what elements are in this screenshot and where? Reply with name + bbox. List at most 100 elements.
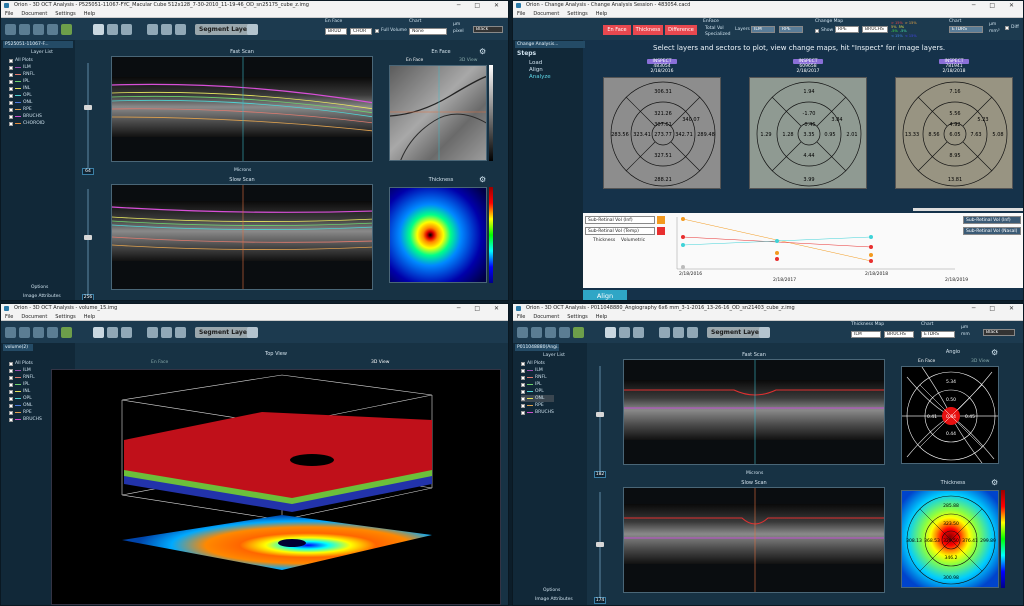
menu-file[interactable]: File	[5, 314, 14, 320]
3d-volume-view[interactable]	[51, 369, 501, 605]
layer-row[interactable]: RNFL	[9, 374, 42, 381]
thickness-map[interactable]: 329.50 376.41 368.53 323.50 346.2 285.88…	[901, 490, 999, 588]
enface-layer-select-a[interactable]: BRUD	[325, 28, 347, 35]
rotate-icon[interactable]	[121, 24, 132, 35]
layer-row[interactable]: RPE	[521, 402, 554, 409]
text-tool-icon[interactable]	[673, 327, 684, 338]
text-tool-icon[interactable]	[161, 327, 172, 338]
pan-hand-icon[interactable]	[619, 327, 630, 338]
menu-settings[interactable]: Settings	[55, 11, 76, 17]
difference-button[interactable]: Difference	[665, 25, 697, 35]
thickness-button[interactable]: Thickness	[633, 25, 663, 35]
layer-row[interactable]: IPL	[521, 381, 554, 388]
fast-scan-slider[interactable]: 182	[593, 360, 607, 478]
open-file-icon[interactable]	[5, 327, 16, 338]
pointer-icon[interactable]	[605, 327, 616, 338]
slow-scan-slice-value[interactable]: 174	[594, 597, 606, 604]
specialized-radio[interactable]: Specialized	[705, 32, 731, 37]
full-volume-checkbox[interactable]	[375, 29, 379, 33]
menu-document[interactable]: Document	[21, 314, 48, 320]
menu-document[interactable]: Document	[21, 11, 48, 17]
open-file-icon[interactable]	[517, 327, 528, 338]
chart-icon[interactable]	[61, 327, 72, 338]
unit-um-radio[interactable]: µm	[961, 325, 969, 330]
layer-row[interactable]: RNFL	[9, 71, 45, 78]
gear-icon[interactable]: ⚙	[991, 348, 999, 357]
enface-button[interactable]: En Face	[603, 25, 631, 35]
layer-row[interactable]: ONL	[9, 402, 42, 409]
layer-row[interactable]: IPL	[9, 78, 45, 85]
chart-select[interactable]: ETDRS	[949, 26, 983, 33]
layer-row[interactable]: RPE	[9, 106, 45, 113]
etdrs-change-map[interactable]: 6.05 7.63 8.56 5.56 8.95 5.08 13.33 7.16 13.81 5.…	[895, 77, 1013, 189]
unit-mm-radio[interactable]: mm	[961, 332, 970, 337]
unit-mm-radio[interactable]: mm³	[989, 29, 1000, 34]
export-icon[interactable]	[545, 327, 556, 338]
layers-icon[interactable]	[47, 24, 58, 35]
menu-help[interactable]: Help	[595, 11, 608, 17]
image-attributes-link[interactable]: Image Attributes	[23, 294, 61, 299]
volumetric-radio[interactable]: Volumetric	[621, 238, 646, 243]
menu-document[interactable]: Document	[533, 314, 560, 320]
inspect-button[interactable]: INSPECT	[939, 59, 969, 64]
total-vol-radio[interactable]: Total Vol	[705, 26, 724, 31]
pointer-icon[interactable]	[93, 24, 104, 35]
gear-icon[interactable]: ⚙	[991, 478, 999, 487]
slow-scan-slider[interactable]: 174	[593, 486, 607, 604]
color-swatch[interactable]	[657, 227, 665, 235]
chart-select[interactable]: None	[409, 28, 447, 35]
layers-icon[interactable]	[47, 327, 58, 338]
metric-right-b[interactable]: Sub-Retinal Vol (Nasal)	[963, 227, 1021, 235]
layer-row[interactable]: RPE	[9, 409, 42, 416]
chart-icon[interactable]	[573, 327, 584, 338]
layer-row[interactable]: INL	[9, 85, 45, 92]
measure-icon[interactable]	[659, 327, 670, 338]
3d-view-tab[interactable]: 3D View	[459, 58, 478, 63]
lasso-icon[interactable]	[687, 327, 698, 338]
fast-scan-slice-value[interactable]: 64	[82, 168, 94, 175]
enface-tab[interactable]: En Face	[406, 58, 424, 63]
enface-layer-select-b[interactable]: CHOR	[350, 28, 372, 35]
lasso-icon[interactable]	[175, 327, 186, 338]
options-link[interactable]: Options	[31, 285, 49, 290]
layer-row[interactable]: ONL	[521, 395, 554, 402]
slow-scan-bscan[interactable]	[111, 184, 373, 290]
rotate-icon[interactable]	[121, 327, 132, 338]
enface-image[interactable]	[389, 65, 487, 161]
layer-row[interactable]: ILM	[521, 367, 554, 374]
slow-scan-slider[interactable]: 256	[81, 183, 95, 300]
3d-view-tab[interactable]: 3D View	[371, 360, 390, 365]
measure-icon[interactable]	[147, 24, 158, 35]
patient-tab[interactable]: P525051-11067-F...	[3, 41, 73, 48]
menu-help[interactable]: Help	[595, 314, 608, 320]
menu-settings[interactable]: Settings	[567, 11, 588, 17]
menu-document[interactable]: Document	[533, 11, 560, 17]
open-file-icon[interactable]	[5, 24, 16, 35]
enface-tab[interactable]: En Face	[918, 359, 936, 364]
thickness-map[interactable]	[389, 187, 487, 283]
menu-settings[interactable]: Settings	[567, 314, 588, 320]
step-align[interactable]: Align	[529, 67, 543, 73]
layer-row[interactable]: OPL	[9, 92, 45, 99]
background-black-select[interactable]: Black	[983, 329, 1015, 336]
window-controls[interactable]: ─ □ ✕	[456, 2, 505, 9]
segment-layers-button[interactable]: Segment Layers	[707, 327, 770, 338]
scrubber[interactable]	[913, 208, 1023, 211]
menu-file[interactable]: File	[517, 314, 526, 320]
unit-um-radio[interactable]: µm	[989, 22, 997, 27]
3d-view-tab[interactable]: 3D View	[971, 359, 990, 364]
menu-file[interactable]: File	[517, 11, 526, 17]
layer-row[interactable]: ILM	[9, 367, 42, 374]
menu-settings[interactable]: Settings	[55, 314, 76, 320]
unit-pixel-radio[interactable]: pixel	[453, 29, 464, 34]
export-icon[interactable]	[33, 24, 44, 35]
segment-layers-button[interactable]: Segment Layers	[195, 24, 258, 35]
metric-right-a[interactable]: Sub-Retinal Vol (Inf)	[963, 216, 1021, 224]
align-button[interactable]: Align	[583, 290, 627, 300]
step-load[interactable]: Load	[529, 60, 543, 66]
menu-file[interactable]: File	[5, 11, 14, 17]
layer-row[interactable]: ONL	[9, 99, 45, 106]
window-controls[interactable]: ─ □ ✕	[971, 2, 1020, 9]
inspect-button[interactable]: INSPECT	[647, 59, 677, 64]
unit-um-radio[interactable]: µm	[453, 22, 461, 27]
